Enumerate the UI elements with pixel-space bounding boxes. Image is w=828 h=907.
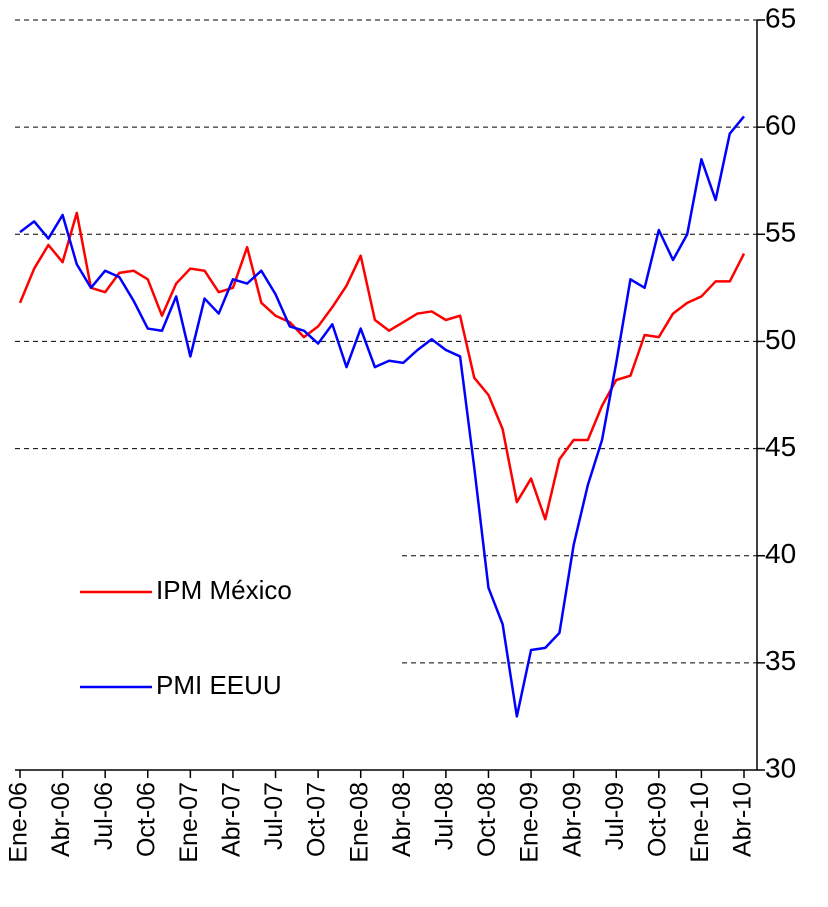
y-tick-label: 40 — [765, 538, 796, 569]
x-tick-label: Abr-06 — [47, 782, 75, 857]
x-tick-label: Oct-08 — [473, 782, 501, 857]
x-tick-label: Abr-08 — [388, 782, 416, 857]
legend-label: PMI EEUU — [156, 670, 282, 700]
series-line — [18, 211, 746, 521]
x-tick-label: Jul-07 — [260, 782, 288, 850]
x-tick-label: Abr-07 — [218, 782, 246, 857]
x-tick-label: Oct-07 — [303, 782, 331, 857]
x-tick-label: Jul-09 — [601, 782, 629, 850]
x-tick-label: Ene-09 — [516, 782, 544, 863]
x-tick-label: Ene-10 — [686, 782, 714, 863]
y-tick-label: 45 — [765, 431, 796, 462]
y-tick-label: 55 — [765, 217, 796, 248]
y-tick-label: 60 — [765, 110, 796, 141]
x-tick-label: Ene-07 — [175, 782, 203, 863]
x-tick-label: Abr-09 — [558, 782, 586, 857]
x-tick-label: Ene-06 — [5, 782, 33, 863]
x-tick-label: Jul-08 — [430, 782, 458, 850]
x-tick-label: Oct-06 — [132, 782, 160, 857]
y-tick-label: 35 — [765, 645, 796, 676]
legend-label: IPM México — [156, 575, 292, 605]
y-tick-label: 30 — [765, 752, 796, 783]
y-tick-label: 65 — [765, 2, 796, 33]
x-tick-label: Abr-10 — [729, 782, 757, 857]
x-tick-label: Oct-09 — [643, 782, 671, 857]
y-tick-label: 50 — [765, 324, 796, 355]
series-line — [19, 115, 745, 718]
x-tick-label: Ene-08 — [345, 782, 373, 863]
x-tick-label: Jul-06 — [90, 782, 118, 850]
